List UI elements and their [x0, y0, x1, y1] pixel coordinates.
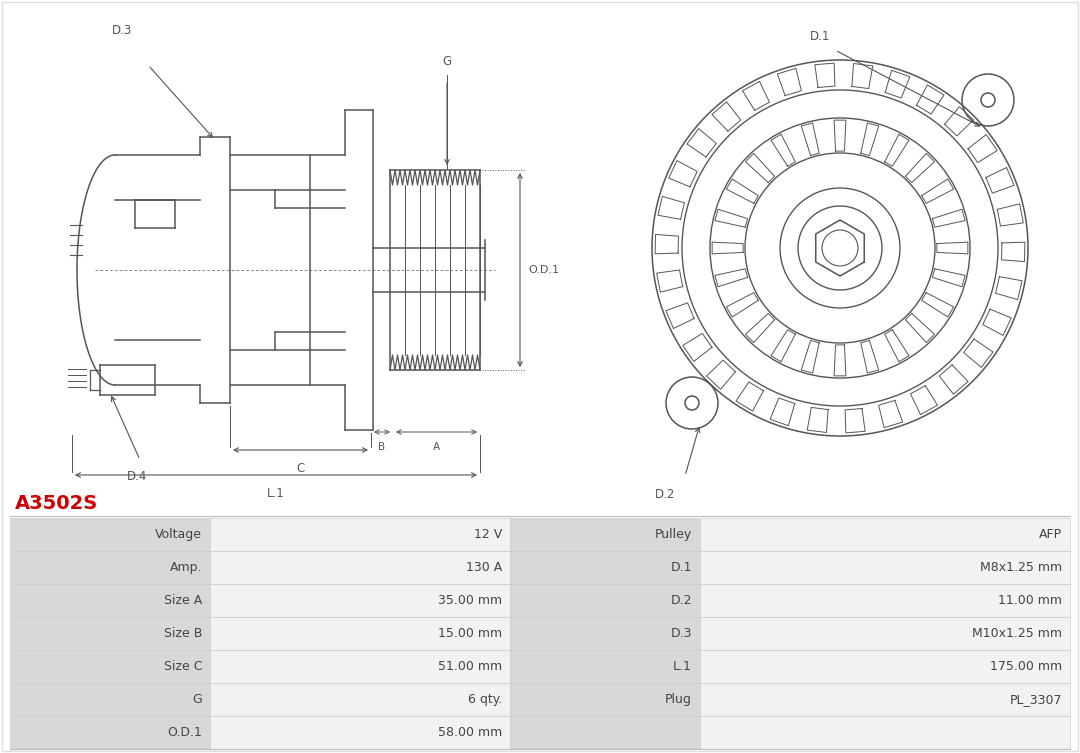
Bar [210, 584, 510, 617]
Text: 15.00 mm: 15.00 mm [437, 627, 502, 640]
Bar [10, 650, 210, 683]
Bar [700, 584, 1070, 617]
Text: Pulley: Pulley [654, 528, 692, 541]
Text: A3502S: A3502S [15, 493, 98, 513]
Bar [700, 716, 1070, 749]
Text: Size C: Size C [163, 660, 202, 673]
Text: M10x1.25 mm: M10x1.25 mm [972, 627, 1062, 640]
Text: O.D.1: O.D.1 [528, 265, 559, 275]
Text: A: A [433, 442, 440, 452]
Text: 175.00 mm: 175.00 mm [990, 660, 1062, 673]
Text: 58.00 mm: 58.00 mm [437, 726, 502, 739]
Text: Size B: Size B [164, 627, 202, 640]
Bar [210, 617, 510, 650]
Bar [10, 551, 210, 584]
Text: G: G [443, 55, 451, 68]
Text: D.3: D.3 [671, 627, 692, 640]
Bar [700, 518, 1070, 551]
Text: AFP: AFP [1039, 528, 1062, 541]
Bar [10, 518, 210, 551]
Bar [210, 683, 510, 716]
Bar [10, 617, 210, 650]
Text: 6 qty.: 6 qty. [468, 693, 502, 706]
Text: L.1: L.1 [673, 660, 692, 673]
Bar [510, 518, 700, 551]
Bar [210, 518, 510, 551]
Bar [10, 716, 210, 749]
Bar [700, 683, 1070, 716]
Text: C: C [296, 462, 305, 475]
Text: M8x1.25 mm: M8x1.25 mm [980, 561, 1062, 574]
Bar [510, 650, 700, 683]
Text: G: G [192, 693, 202, 706]
Text: 130 A: 130 A [465, 561, 502, 574]
Bar [210, 716, 510, 749]
Text: PL_3307: PL_3307 [1010, 693, 1062, 706]
Bar [510, 716, 700, 749]
Text: D.1: D.1 [671, 561, 692, 574]
Bar [210, 650, 510, 683]
Text: Amp.: Amp. [170, 561, 202, 574]
Text: 35.00 mm: 35.00 mm [437, 594, 502, 607]
Text: B: B [378, 442, 386, 452]
Text: D.2: D.2 [654, 488, 675, 501]
Bar [700, 617, 1070, 650]
Bar [210, 551, 510, 584]
Text: Size A: Size A [164, 594, 202, 607]
Text: 12 V: 12 V [474, 528, 502, 541]
Text: L.1: L.1 [267, 487, 285, 500]
Bar [10, 584, 210, 617]
Text: O.D.1: O.D.1 [167, 726, 202, 739]
Bar [510, 584, 700, 617]
Text: 11.00 mm: 11.00 mm [998, 594, 1062, 607]
Text: D.3: D.3 [112, 23, 132, 36]
Text: 51.00 mm: 51.00 mm [437, 660, 502, 673]
Bar [510, 551, 700, 584]
Text: D.4: D.4 [126, 470, 147, 483]
Bar [510, 683, 700, 716]
Bar [700, 650, 1070, 683]
Text: D.1: D.1 [810, 30, 831, 43]
Text: Voltage: Voltage [156, 528, 202, 541]
Bar [10, 683, 210, 716]
Bar [510, 617, 700, 650]
Bar [700, 551, 1070, 584]
Text: D.2: D.2 [671, 594, 692, 607]
Text: Plug: Plug [665, 693, 692, 706]
